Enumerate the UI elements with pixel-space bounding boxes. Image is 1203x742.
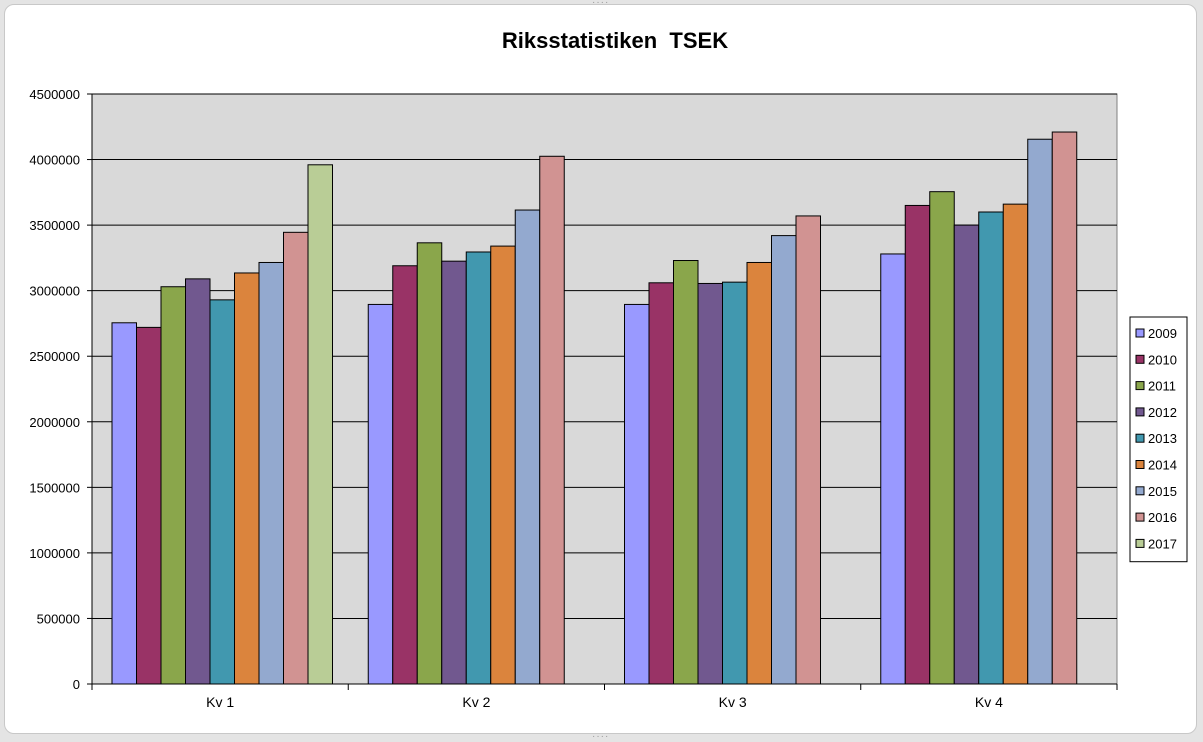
bar [953,224,980,685]
bar [367,303,394,685]
legend-label: 2015 [1148,484,1177,499]
legend-swatch [1135,512,1145,522]
y-tick-label: 3500000 [29,218,80,233]
chart-title: Riksstatistiken TSEK [502,28,728,53]
bar [1051,131,1078,685]
x-tick-label: Kv 2 [462,694,490,710]
legend-label: 2016 [1148,510,1177,525]
resize-handle-bottom[interactable]: ···· [592,731,610,742]
bar [795,215,821,685]
bar [234,272,260,685]
y-tick-label: 0 [73,677,80,692]
bar [697,282,723,685]
bar [136,326,162,685]
legend-label: 2009 [1148,326,1177,341]
x-tick-label: Kv 4 [975,694,1003,710]
x-tick-label: Kv 3 [719,694,747,710]
resize-handle-top[interactable]: ···· [592,0,610,8]
legend-swatch [1135,407,1145,417]
legend-swatch [1135,381,1145,391]
bar [111,322,137,685]
legend-label: 2013 [1148,431,1177,446]
y-tick-label: 1000000 [29,546,80,561]
bar [978,211,1004,685]
legend-swatch [1135,486,1145,496]
bar [1002,203,1029,685]
y-tick-label: 4500000 [29,87,80,102]
bar [624,303,650,685]
legend-label: 2017 [1148,536,1177,551]
legend: 2009 2010 2011 2012 2013 2014 2015 2016 2017 [1129,316,1188,563]
y-tick-label: 4000000 [29,153,80,168]
bar [160,286,186,685]
bar [283,231,309,685]
legend-swatch [1135,538,1145,548]
bar [441,260,467,685]
y-tick-label: 1500000 [29,480,80,495]
bar [416,242,443,685]
legend-label: 2012 [1148,405,1177,420]
bar [673,260,699,685]
bar [746,261,772,685]
legend-swatch [1135,328,1145,338]
bar [880,253,906,685]
legend-label: 2014 [1148,458,1177,473]
bar [771,235,797,685]
bar [904,204,931,685]
legend-swatch [1135,354,1145,364]
y-tick-label: 2500000 [29,349,80,364]
bar [490,245,516,685]
legend-label: 2010 [1148,352,1177,367]
y-tick-label: 3000000 [29,284,80,299]
bar [307,164,333,685]
bar [648,282,674,685]
bar [258,261,284,685]
legend-label: 2011 [1148,379,1176,394]
bar [929,191,955,685]
bar [514,209,541,685]
plot-area: 0 500000 1000000 1500000 2000000 2500000 30000… [29,87,1118,710]
bar [185,278,211,685]
bar [392,265,418,685]
x-tick-label: Kv 1 [206,694,234,710]
legend-swatch [1135,433,1145,443]
bar [1027,138,1053,685]
bar [722,281,748,685]
bar [539,155,565,685]
bar [209,299,235,685]
legend-swatch [1135,460,1145,469]
y-tick-label: 2000000 [29,415,80,430]
y-tick-label: 500000 [37,611,80,626]
bar [465,251,492,685]
